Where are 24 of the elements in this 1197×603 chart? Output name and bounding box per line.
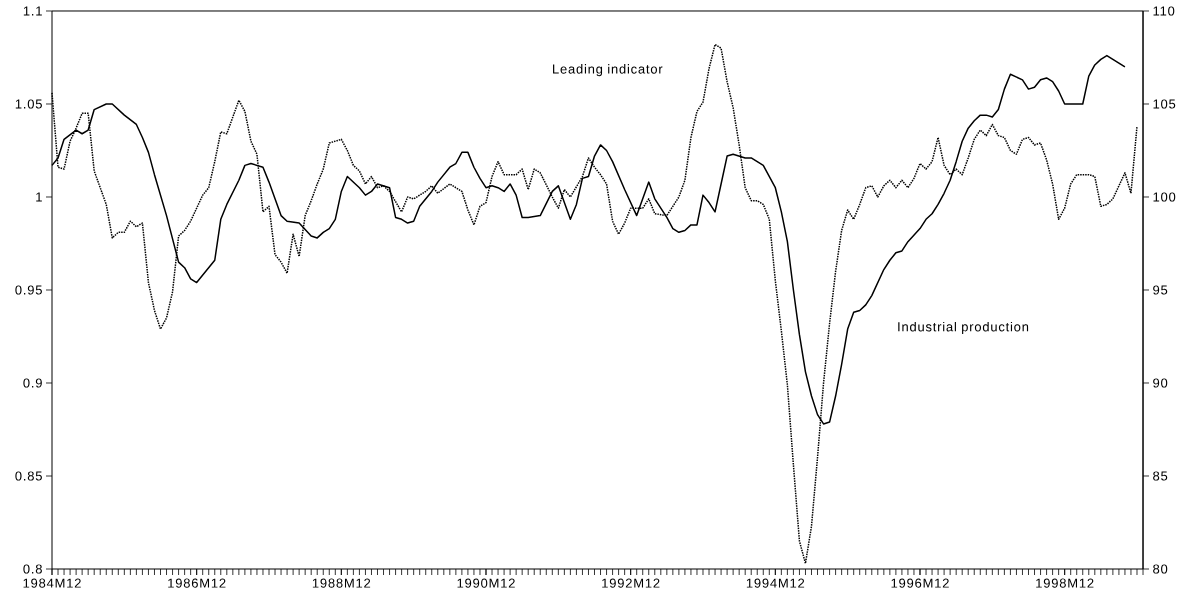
- x-tick-label: 1996M12: [891, 578, 949, 588]
- x-tick-label: 1986M12: [168, 578, 226, 588]
- x-tick-label: 1998M12: [1036, 578, 1094, 588]
- x-tick-label: 1990M12: [457, 578, 515, 588]
- annotation: Leading indicator: [553, 64, 663, 77]
- y2-tick-label: 105: [1153, 99, 1176, 109]
- y-tick-label: 0.95: [15, 285, 42, 295]
- y2-tick-label: 80: [1153, 564, 1168, 574]
- y-tick-label: 0.9: [23, 378, 42, 388]
- x-tick-label: 1992M12: [602, 578, 660, 588]
- annotation: Industrial production: [898, 321, 1029, 334]
- y-tick-label: 1.1: [23, 6, 42, 16]
- y-tick-label: 1.05: [15, 99, 42, 109]
- x-tick-label: 1994M12: [746, 578, 805, 588]
- y-tick-label: 0.8: [23, 564, 42, 574]
- y2-tick-label: 90: [1153, 378, 1168, 388]
- y-tick-label: 0.85: [15, 471, 42, 481]
- y2-tick-label: 95: [1153, 285, 1168, 295]
- x-tick-label: 1984M12: [23, 578, 81, 588]
- y2-tick-label: 110: [1153, 6, 1175, 16]
- y2-tick-label: 100: [1153, 192, 1176, 202]
- y-tick-label: 1: [36, 192, 42, 202]
- x-tick-label: 1988M12: [312, 578, 371, 588]
- y2-tick-label: 85: [1153, 471, 1168, 481]
